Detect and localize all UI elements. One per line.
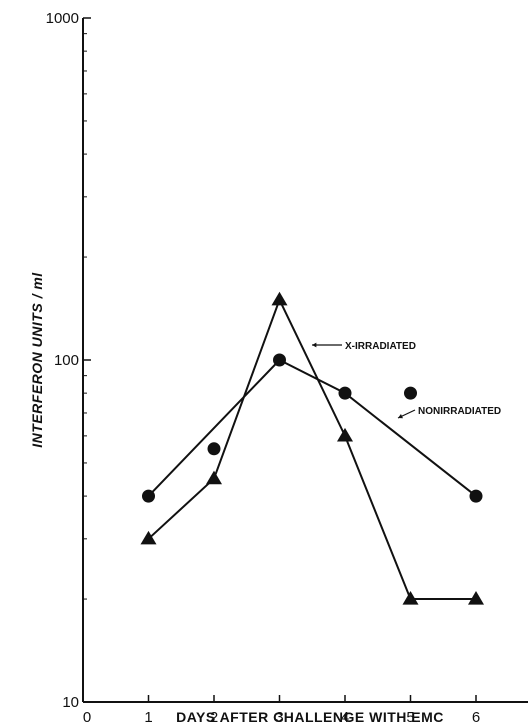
y-tick-label: 100	[54, 352, 79, 369]
data-point-circle	[404, 386, 417, 400]
x-ticks: 0 1 2 3 4 5 6	[83, 695, 480, 726]
data-point-circle	[273, 353, 286, 367]
data-point-triangle	[402, 591, 419, 605]
x-tick-label: 5	[406, 709, 414, 726]
data-point-triangle	[271, 291, 288, 306]
x-tick-label: 4	[341, 709, 349, 726]
annotation-label: X-IRRADIATED	[345, 341, 416, 352]
x-axis-title: DAYS AFTER CHALLENGE WITH EMC	[176, 709, 444, 725]
data-point-triangle	[337, 427, 353, 442]
series-markers	[140, 291, 484, 605]
x-tick-label: 1	[144, 709, 152, 726]
y-axis-title: INTERFERON UNITS / ml	[29, 272, 45, 448]
y-tick-label: 10	[62, 694, 79, 711]
y-ticks: 10 100 1000	[46, 10, 91, 711]
x-tick-label: 0	[83, 709, 91, 726]
series-lines	[147, 297, 477, 601]
data-point-circle	[469, 489, 483, 503]
series-line-nonirradiated	[147, 358, 477, 497]
annotation-arrowhead	[398, 413, 403, 419]
x-tick-label: 3	[275, 709, 283, 726]
x-tick-label: 6	[472, 709, 480, 726]
data-point-circle	[207, 442, 221, 456]
annotations: X-IRRADIATED NONIRRADIATED	[312, 341, 501, 419]
annotation-arrowhead	[312, 342, 317, 348]
data-point-circle	[338, 386, 352, 400]
annotation-label: NONIRRADIATED	[418, 406, 501, 417]
data-point-triangle	[140, 530, 157, 545]
data-point-circle	[142, 489, 155, 503]
x-tick-label: 2	[210, 709, 218, 726]
series-line-x-irradiated	[147, 297, 476, 601]
y-tick-label: 1000	[46, 10, 79, 27]
data-point-triangle	[206, 470, 222, 485]
data-point-triangle	[468, 591, 484, 605]
